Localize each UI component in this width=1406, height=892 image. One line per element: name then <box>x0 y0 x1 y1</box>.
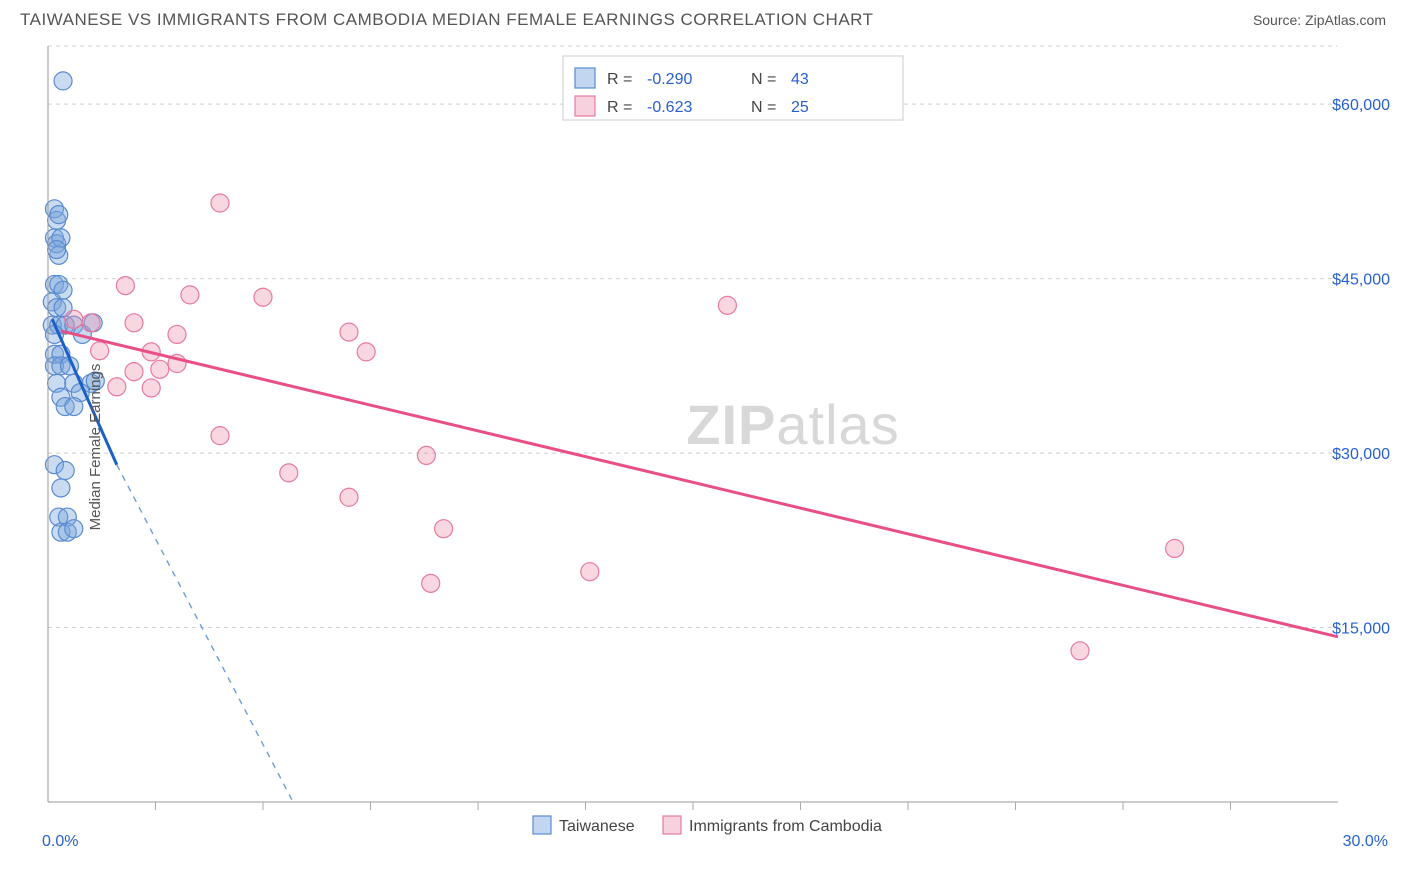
svg-text:43: 43 <box>791 71 809 88</box>
svg-text:N =: N = <box>751 99 776 116</box>
svg-text:-0.290: -0.290 <box>647 71 692 88</box>
svg-text:N =: N = <box>751 71 776 88</box>
scatter-chart: $15,000 $30,000 $45,000 $60,000 ZIPatlas 0.0%… <box>20 42 1390 852</box>
svg-text:30.0%: 30.0% <box>1343 833 1388 850</box>
source-label: Source: ZipAtlas.com <box>1253 12 1386 28</box>
svg-text:$30,000: $30,000 <box>1332 446 1390 463</box>
svg-text:25: 25 <box>791 99 809 116</box>
svg-text:0.0%: 0.0% <box>42 833 78 850</box>
chart-title: TAIWANESE VS IMMIGRANTS FROM CAMBODIA ME… <box>20 10 874 30</box>
chart-container: Median Female Earnings $15,000 $30,000 $45… <box>20 42 1390 852</box>
svg-text:Immigrants from Cambodia: Immigrants from Cambodia <box>689 818 882 835</box>
svg-text:$15,000: $15,000 <box>1332 621 1390 638</box>
svg-text:ZIPatlas: ZIPatlas <box>686 393 899 456</box>
svg-text:R =: R = <box>607 71 632 88</box>
svg-text:R =: R = <box>607 99 632 116</box>
svg-text:$45,000: $45,000 <box>1332 272 1390 289</box>
svg-text:Taiwanese: Taiwanese <box>559 818 635 835</box>
svg-text:-0.623: -0.623 <box>647 99 692 116</box>
svg-text:$60,000: $60,000 <box>1332 97 1390 114</box>
y-axis-label: Median Female Earnings <box>87 364 104 531</box>
